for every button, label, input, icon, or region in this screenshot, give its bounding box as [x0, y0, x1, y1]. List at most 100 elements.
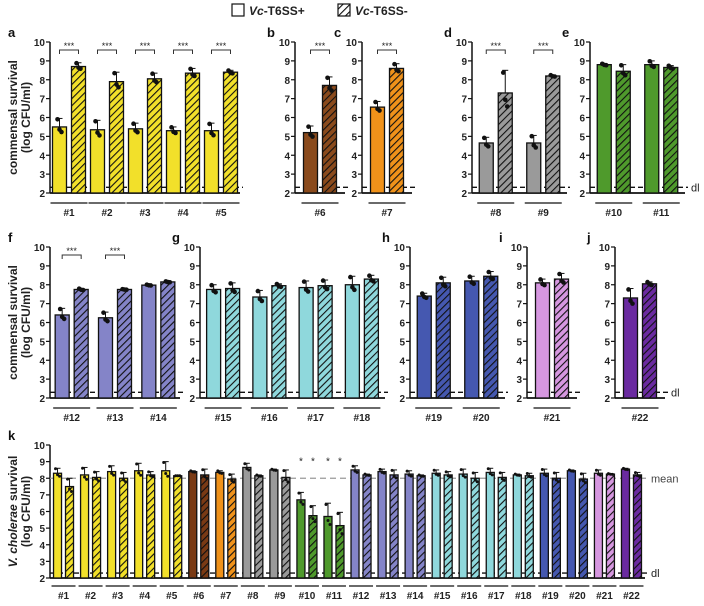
bar-hatched: [524, 475, 534, 579]
data-point: [201, 468, 205, 472]
y-tick-label: 3: [351, 170, 357, 181]
legend-swatch-hatched: [337, 3, 351, 17]
y-tick-label: 7: [604, 300, 610, 311]
bar-hatched: [615, 70, 631, 194]
data-point: [540, 281, 545, 287]
bar-solid: [369, 106, 386, 194]
bar-group: #13 ***: [96, 246, 134, 424]
bar-hatched: [362, 474, 372, 579]
data-point: [97, 479, 101, 483]
bar-group: #10: [595, 61, 633, 219]
data-point: [552, 471, 556, 475]
y-tick-label: 3: [189, 375, 195, 386]
bar-hatched: [545, 75, 561, 194]
detection-limit-label: dl: [651, 568, 660, 580]
y-tick-label: 10: [394, 243, 406, 254]
data-point: [608, 472, 612, 476]
bar-hatched: [605, 473, 616, 579]
bar-group: #1 ***: [50, 41, 88, 219]
y-tick-label: 9: [39, 262, 45, 273]
data-point: [527, 475, 531, 479]
bar-group: #3: [105, 464, 130, 602]
bar-hatched: [663, 66, 679, 194]
data-point: [190, 72, 195, 77]
group-label: #21: [596, 591, 613, 602]
data-point: [594, 468, 598, 472]
data-point: [538, 277, 543, 282]
bar-group: #20: [565, 468, 590, 602]
bar-group: #14: [139, 279, 177, 424]
data-point: [74, 60, 79, 66]
data-point: [351, 464, 355, 468]
data-point: [83, 475, 87, 479]
y-tick-label: 5: [39, 524, 45, 535]
bar-solid: [106, 470, 117, 579]
y-axis-label-line2: (log CFU/ml): [19, 82, 33, 153]
data-point: [446, 474, 450, 478]
bar-solid: [485, 471, 495, 579]
bar-solid: [593, 472, 604, 579]
bar-group: #19: [538, 468, 563, 602]
bar-hatched: [497, 92, 513, 194]
significance-bracket: [173, 49, 193, 54]
bar-group: #5 ***: [202, 41, 240, 219]
y-tick-label: 8: [604, 281, 610, 292]
y-tick-label: 9: [351, 57, 357, 68]
y-axis-label-line1: commensal survival: [6, 265, 20, 380]
group-label: #6: [193, 591, 205, 602]
group-label: #17: [307, 413, 324, 424]
bar-solid: [79, 474, 90, 579]
data-point: [340, 532, 344, 536]
panel-label: c: [334, 25, 341, 40]
data-point: [110, 471, 114, 475]
significance-bracket: [310, 49, 330, 54]
data-point: [647, 58, 653, 64]
y-tick-label: 4: [461, 151, 467, 162]
data-point: [93, 470, 97, 474]
y-tick-label: 10: [34, 441, 46, 452]
detection-limit-label: dl: [691, 182, 700, 194]
bar-hatched: [335, 524, 345, 579]
bar-group: #20: [462, 269, 500, 424]
bar-solid: [377, 470, 387, 579]
y-tick-label: 4: [39, 151, 45, 162]
significance-bracket: [211, 49, 231, 54]
bar-solid: [89, 129, 106, 194]
bar-solid: [54, 314, 70, 399]
data-point: [311, 517, 315, 521]
y-tick-label: 7: [284, 95, 290, 106]
bar-group: #5: [159, 461, 184, 602]
y-tick-label: 2: [284, 189, 290, 200]
y-tick-label: 2: [399, 394, 405, 405]
y-tick-label: 6: [516, 319, 522, 330]
y-tick-label: 3: [39, 375, 45, 386]
data-point: [500, 477, 504, 481]
panel-h: h 2 3 4 5 6 7 8 9 10 #19 #20: [382, 230, 508, 424]
bar-group: #4 ***: [164, 41, 202, 219]
data-point: [559, 278, 564, 284]
group-label: #17: [488, 591, 505, 602]
legend-label-hatched: Vc-T6SS-: [355, 4, 408, 18]
significance-bracket: [377, 49, 397, 54]
y-tick-label: 2: [579, 189, 585, 200]
data-point: [444, 470, 448, 474]
y-tick-label: 10: [511, 243, 523, 254]
y-tick-label: 5: [189, 337, 195, 348]
y-tick-label: 6: [604, 319, 610, 330]
panel-label: a: [8, 25, 16, 40]
group-label: #4: [139, 591, 151, 602]
group-label: #18: [354, 413, 371, 424]
significance-star: *: [338, 457, 342, 468]
data-point: [647, 282, 652, 287]
data-point: [309, 505, 313, 509]
y-tick-label: 10: [184, 243, 196, 254]
bar-hatched: [173, 475, 183, 579]
data-point: [338, 528, 342, 532]
group-label: #4: [177, 208, 189, 219]
y-tick-label: 2: [39, 574, 45, 585]
data-point: [407, 473, 411, 477]
bar-solid: [134, 470, 144, 579]
significance-star: *: [299, 457, 303, 468]
data-point: [348, 274, 353, 280]
group-label: #1: [58, 591, 70, 602]
